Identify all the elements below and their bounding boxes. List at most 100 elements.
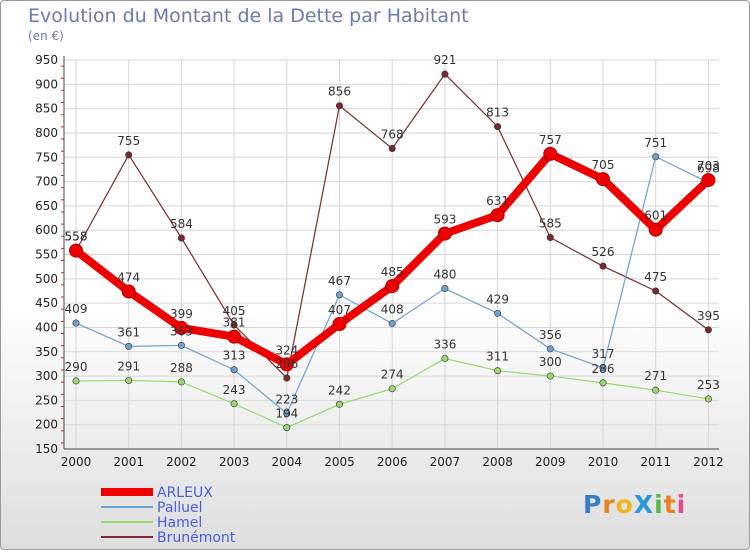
point-arleux xyxy=(385,279,400,294)
point-arleux xyxy=(596,172,610,187)
logo-letter: r xyxy=(602,490,616,519)
point-hamel xyxy=(652,386,660,394)
point-palluel xyxy=(652,153,660,161)
point-palluel xyxy=(72,319,80,327)
point-hamel xyxy=(72,377,80,385)
data-label-arleux: 757 xyxy=(539,133,562,147)
x-tick-label: 2004 xyxy=(272,455,303,469)
point-arleux xyxy=(490,208,505,223)
data-label-palluel: 429 xyxy=(486,292,509,306)
chart-title: Evolution du Montant de la Dette par Hab… xyxy=(28,5,469,27)
x-tick-label: 2000 xyxy=(61,455,92,469)
data-label-brunemont: 768 xyxy=(381,127,404,141)
point-arleux xyxy=(648,222,663,237)
x-tick-label: 2007 xyxy=(430,455,461,469)
y-tick-label: 600 xyxy=(35,223,58,237)
y-tick-label: 700 xyxy=(35,175,58,189)
point-arleux xyxy=(437,226,452,241)
data-label-brunemont: 921 xyxy=(433,53,456,67)
point-hamel xyxy=(494,367,502,375)
data-label-hamel: 311 xyxy=(486,350,509,364)
y-tick-label: 550 xyxy=(35,248,58,262)
y-tick-label: 250 xyxy=(35,393,58,407)
x-tick-label: 2005 xyxy=(324,455,355,469)
point-arleux xyxy=(701,173,716,188)
data-label-brunemont: 856 xyxy=(328,85,351,99)
point-arleux xyxy=(69,243,83,258)
data-label-palluel: 223 xyxy=(275,393,298,407)
y-tick-label: 300 xyxy=(35,369,58,383)
data-label-arleux: 381 xyxy=(223,316,246,330)
logo-letter: X xyxy=(633,490,655,519)
point-brunemont xyxy=(652,287,660,295)
y-tick-label: 150 xyxy=(35,442,58,456)
y-tick-labels: 150 200 250 300 350 400 450 500 550 600 650 700 750 8… xyxy=(35,53,58,456)
legend-label-brunemont: Brunémont xyxy=(157,530,236,546)
y-tick-label: 500 xyxy=(35,272,58,286)
x-tick-label: 2012 xyxy=(693,455,724,469)
data-label-hamel: 300 xyxy=(539,355,562,369)
data-label-brunemont: 475 xyxy=(644,270,667,284)
point-palluel xyxy=(177,341,185,349)
x-tick-labels: 2000 2001 2002 2003 2004 2005 2006 2007 2008 2009… xyxy=(61,455,724,469)
point-arleux xyxy=(279,357,294,372)
x-tick-label: 2003 xyxy=(219,455,250,469)
data-label-palluel: 751 xyxy=(644,136,667,150)
y-tick-label: 750 xyxy=(35,150,58,164)
point-arleux xyxy=(174,320,189,335)
data-label-arleux: 558 xyxy=(65,230,88,244)
point-hamel xyxy=(335,400,343,408)
data-label-arleux: 593 xyxy=(433,213,456,227)
chart-subtitle: (en €) xyxy=(28,29,64,43)
point-arleux xyxy=(121,284,136,299)
y-tick-label: 650 xyxy=(35,199,58,213)
point-hamel xyxy=(125,376,133,384)
data-label-arleux: 485 xyxy=(381,265,404,279)
grid-lines xyxy=(64,59,719,450)
data-label-arleux: 703 xyxy=(697,159,720,173)
data-label-arleux: 705 xyxy=(592,158,615,172)
data-label-hamel: 274 xyxy=(381,368,404,382)
data-label-arleux: 601 xyxy=(644,209,667,223)
data-label-palluel: 363 xyxy=(170,324,193,338)
point-arleux xyxy=(332,317,347,332)
data-label-palluel: 480 xyxy=(433,268,456,282)
x-tick-label: 2009 xyxy=(535,455,566,469)
data-label-arleux: 407 xyxy=(328,303,351,317)
point-palluel xyxy=(441,285,449,293)
y-tick-label: 200 xyxy=(35,418,58,432)
series-group xyxy=(69,70,716,432)
x-tick-label: 2002 xyxy=(166,455,197,469)
data-label-palluel: 467 xyxy=(328,274,351,288)
point-hamel xyxy=(704,395,712,403)
point-hamel xyxy=(441,355,449,363)
point-palluel xyxy=(494,309,502,317)
point-arleux xyxy=(227,329,242,344)
data-label-palluel: 356 xyxy=(539,328,562,342)
point-hamel xyxy=(546,372,554,380)
legend-label-palluel: Palluel xyxy=(157,500,203,516)
x-tick-label: 2006 xyxy=(377,455,408,469)
point-brunemont xyxy=(335,102,343,110)
data-label-hamel: 271 xyxy=(644,369,667,383)
point-palluel xyxy=(546,345,554,353)
y-tick-label: 450 xyxy=(35,296,58,310)
data-label-hamel: 291 xyxy=(117,359,140,373)
data-label-brunemont: 405 xyxy=(223,304,246,318)
point-brunemont xyxy=(546,233,554,241)
y-tick-label: 950 xyxy=(35,53,58,67)
legend-label-arleux: ARLEUX xyxy=(157,485,213,501)
logo-letter: P xyxy=(583,490,603,519)
y-tick-label: 850 xyxy=(35,102,58,116)
point-hamel xyxy=(599,379,607,387)
data-label-brunemont: 584 xyxy=(170,217,193,231)
point-brunemont xyxy=(125,151,133,159)
point-palluel xyxy=(283,410,291,418)
point-palluel xyxy=(125,342,133,350)
data-label-palluel: 361 xyxy=(117,325,140,339)
y-tick-label: 350 xyxy=(35,345,58,359)
data-label-brunemont: 526 xyxy=(592,245,615,259)
